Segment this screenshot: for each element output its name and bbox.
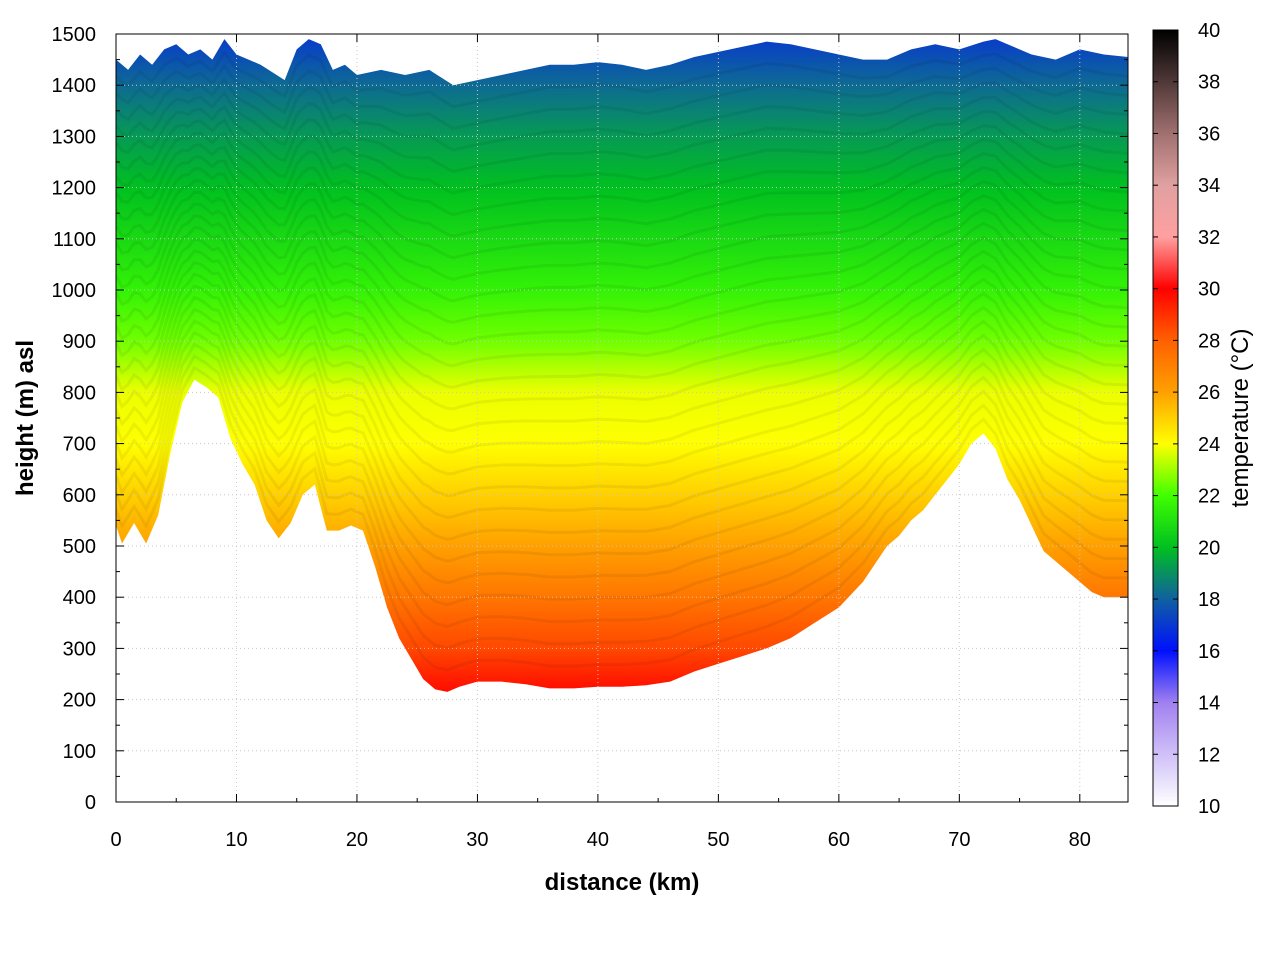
y-tick-label: 1000 [52, 280, 97, 302]
colorbar-tick-label: 18 [1198, 589, 1220, 611]
colorbar-tick-label: 34 [1198, 175, 1220, 197]
x-tick-label: 10 [225, 829, 247, 851]
x-axis: 0 10 20 30 40 50 60 70 80 [110, 34, 1091, 851]
contour-band [116, 167, 1128, 303]
contour-band [116, 365, 1128, 672]
colorbar: 10 12 14 16 18 20 22 24 26 28 30 32 34 36 38 40 tempera… [1152, 20, 1254, 818]
colorbar-tick-label: 16 [1198, 641, 1220, 663]
contour-band [116, 249, 1128, 454]
colorbar-tick-label: 24 [1198, 434, 1220, 456]
contour-band [116, 214, 1128, 389]
colorbar-tick-label: 30 [1198, 279, 1220, 301]
colorbar-tick-label: 32 [1198, 227, 1220, 249]
y-tick-label: 800 [63, 382, 96, 404]
colorbar-tick-label: 26 [1198, 382, 1220, 404]
y-tick-label: 400 [63, 587, 96, 609]
x-tick-label: 0 [110, 829, 121, 851]
colorbar-tick-label: 38 [1198, 72, 1220, 94]
colorbar-tick-label: 28 [1198, 330, 1220, 352]
temperature-field-area [116, 39, 1128, 692]
colorbar-tick-label: 22 [1198, 486, 1220, 508]
contour-band [116, 295, 1128, 541]
x-tick-label: 30 [466, 829, 488, 851]
y-tick-label: 700 [63, 434, 96, 456]
contour-band [116, 50, 1128, 109]
colorbar-tick-label: 10 [1198, 796, 1220, 818]
colorbar-tick-label: 20 [1198, 537, 1220, 559]
y-tick-label: 900 [63, 331, 96, 353]
contour-band [116, 143, 1128, 260]
colorbar-tick-label: 14 [1198, 693, 1220, 715]
y-axis: 0 100 200 300 400 500 600 700 800 900 1000 1100 1200… [52, 24, 1128, 814]
y-tick-label: 1200 [52, 178, 97, 200]
y-tick-label: 600 [63, 485, 96, 507]
contour-band [116, 131, 1128, 238]
y-tick-label: 1500 [52, 24, 97, 46]
x-tick-label: 50 [707, 829, 729, 851]
colorbar-ticks: 10 12 14 16 18 20 22 24 26 28 30 32 34 36 38 40 [1153, 20, 1220, 818]
contour-band [116, 284, 1128, 520]
x-axis-title: distance (km) [545, 869, 700, 896]
y-tick-label: 1300 [52, 126, 97, 148]
contour-band [116, 342, 1128, 629]
y-tick-label: 300 [63, 638, 96, 660]
y-axis-title: height (m) asl [12, 340, 39, 496]
x-tick-label: 40 [587, 829, 609, 851]
grid-lines [116, 34, 1128, 802]
x-tick-label: 20 [346, 829, 368, 851]
x-tick-label: 60 [828, 829, 850, 851]
contour-band [116, 225, 1128, 411]
colorbar-scale [1152, 29, 1179, 807]
contour-band [116, 104, 1128, 195]
y-tick-label: 200 [63, 690, 96, 712]
x-tick-label: 70 [948, 829, 970, 851]
temperature-field [116, 39, 1128, 692]
y-tick-label: 1100 [53, 229, 96, 251]
colorbar-tick-label: 40 [1198, 20, 1220, 42]
colorbar-title: temperature (°C) [1227, 329, 1254, 508]
contour-band [116, 202, 1128, 368]
y-tick-label: 0 [85, 792, 96, 814]
contour-band [116, 190, 1128, 346]
contour-band [116, 307, 1128, 563]
contour-band [116, 90, 1128, 174]
contour-band [116, 330, 1128, 607]
contour-band [116, 179, 1128, 325]
contour-band [116, 77, 1128, 152]
y-tick-label: 1400 [52, 75, 97, 97]
colorbar-tick-label: 36 [1198, 123, 1220, 145]
x-tick-label: 80 [1069, 829, 1091, 851]
contour-band [116, 260, 1128, 476]
y-tick-label: 100 [63, 741, 96, 763]
colorbar-tick-label: 12 [1198, 744, 1220, 766]
y-tick-label: 500 [63, 536, 96, 558]
